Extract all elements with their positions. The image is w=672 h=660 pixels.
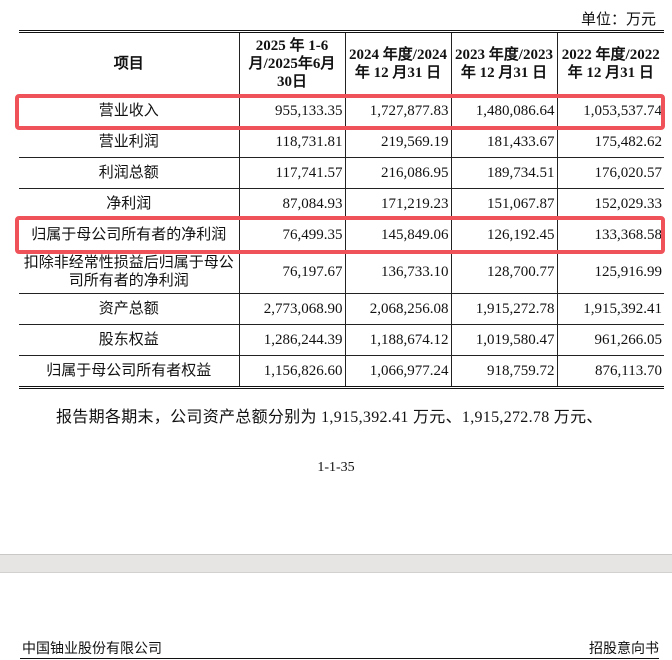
table-row: 净利润 87,084.93 171,219.23 151,067.87 152,029.… <box>19 188 664 220</box>
row-label: 利润总额 <box>19 157 240 189</box>
table-row: 归属于母公司所有者权益 1,156,826.60 1,066,977.24 918,7… <box>19 355 664 388</box>
body-paragraph: 报告期各期末，公司资产总额分别为 1,915,392.41 万元、1,915,2… <box>56 409 603 426</box>
value-cell: 189,734.51 <box>450 157 558 189</box>
footer-doc-type: 招股意向书 <box>589 642 659 657</box>
row-label: 净利润 <box>19 188 240 220</box>
row-label: 营业收入 <box>19 95 240 127</box>
value-cell: 2,773,068.90 <box>238 293 346 325</box>
value-cell: 136,733.10 <box>344 250 452 294</box>
value-cell: 128,700.77 <box>450 250 558 294</box>
value-cell: 152,029.33 <box>556 188 664 220</box>
value-cell: 125,916.99 <box>556 250 664 294</box>
table-row: 营业利润 118,731.81 219,569.19 181,433.67 175,48… <box>19 126 664 158</box>
value-cell: 171,219.23 <box>344 188 452 220</box>
header-2025h1: 2025 年 1-6 月/2025年6月30日 <box>238 31 346 96</box>
value-cell: 1,915,392.41 <box>556 293 664 325</box>
footer-rule <box>20 658 659 659</box>
row-label: 营业利润 <box>19 126 240 158</box>
financial-table: 项目 2025 年 1-6 月/2025年6月30日 2024 年度/2024 … <box>19 30 664 389</box>
footer-company: 中国铀业股份有限公司 <box>22 642 162 657</box>
value-cell: 151,067.87 <box>450 188 558 220</box>
value-cell: 1,066,977.24 <box>344 355 452 388</box>
highlight-box-net-profit-parent <box>15 216 665 254</box>
value-cell: 1,286,244.39 <box>238 324 346 356</box>
value-cell: 918,759.72 <box>450 355 558 388</box>
value-cell: 1,156,826.60 <box>238 355 346 388</box>
value-cell: 118,731.81 <box>238 126 346 158</box>
value-cell: 1,053,537.74 <box>556 95 664 127</box>
row-label: 归属于母公司所有者权益 <box>19 355 240 388</box>
value-cell: 1,480,086.64 <box>450 95 558 127</box>
table-row: 归属于母公司所有者的净利润 76,499.35 145,849.06 126,192.… <box>19 219 664 251</box>
value-cell: 175,482.62 <box>556 126 664 158</box>
row-label: 扣除非经常性损益后归属于母公司所有者的净利润 <box>19 250 240 294</box>
value-cell: 76,499.35 <box>238 219 346 251</box>
header-2024: 2024 年度/2024 年 12 月31 日 <box>344 31 452 96</box>
unit-label: 单位：万元 <box>580 12 656 28</box>
table-header-row: 项目 2025 年 1-6 月/2025年6月30日 2024 年度/2024 … <box>19 31 664 96</box>
highlight-box-revenue <box>15 94 665 130</box>
header-2023: 2023 年度/2023 年 12 月31 日 <box>450 31 558 96</box>
table-row: 股东权益 1,286,244.39 1,188,674.12 1,019,580.47… <box>19 324 664 356</box>
value-cell: 1,019,580.47 <box>450 324 558 356</box>
value-cell: 87,084.93 <box>238 188 346 220</box>
value-cell: 176,020.57 <box>556 157 664 189</box>
header-item: 项目 <box>19 31 240 96</box>
table-row: 资产总额 2,773,068.90 2,068,256.08 1,915,272.78… <box>19 293 664 325</box>
value-cell: 961,266.05 <box>556 324 664 356</box>
header-2022: 2022 年度/2022 年 12 月31 日 <box>556 31 664 96</box>
value-cell: 876,113.70 <box>556 355 664 388</box>
value-cell: 76,197.67 <box>238 250 346 294</box>
value-cell: 2,068,256.08 <box>344 293 452 325</box>
value-cell: 133,368.58 <box>556 219 664 251</box>
table-row: 扣除非经常性损益后归属于母公司所有者的净利润 76,197.67 136,733.1… <box>19 250 664 294</box>
page-separator <box>0 554 672 573</box>
page-number: 1-1-35 <box>317 460 355 475</box>
value-cell: 955,133.35 <box>238 95 346 127</box>
value-cell: 181,433.67 <box>450 126 558 158</box>
value-cell: 1,188,674.12 <box>344 324 452 356</box>
row-label: 股东权益 <box>19 324 240 356</box>
value-cell: 219,569.19 <box>344 126 452 158</box>
table-row: 利润总额 117,741.57 216,086.95 189,734.51 176,02… <box>19 157 664 189</box>
value-cell: 145,849.06 <box>344 219 452 251</box>
value-cell: 1,915,272.78 <box>450 293 558 325</box>
value-cell: 216,086.95 <box>344 157 452 189</box>
value-cell: 117,741.57 <box>238 157 346 189</box>
row-label: 资产总额 <box>19 293 240 325</box>
